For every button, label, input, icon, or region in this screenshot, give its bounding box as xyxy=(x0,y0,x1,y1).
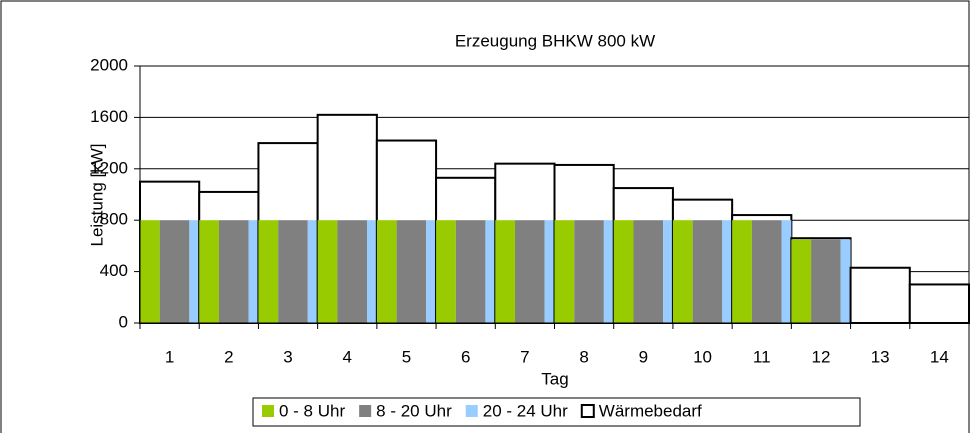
legend-swatch xyxy=(262,405,274,417)
y-tick-label: 800 xyxy=(100,210,128,229)
y-tick-label: 1600 xyxy=(90,107,128,126)
x-tick-label: 14 xyxy=(930,347,949,366)
bar xyxy=(781,220,792,323)
bar xyxy=(278,220,308,323)
bar xyxy=(554,220,575,323)
legend-swatch xyxy=(580,404,595,418)
x-tick-label: 3 xyxy=(283,347,292,366)
bar xyxy=(849,266,911,324)
x-tick-label: 10 xyxy=(693,347,712,366)
x-tick-label: 2 xyxy=(224,347,233,366)
bar xyxy=(436,220,456,323)
y-tick-label: 2000 xyxy=(90,55,128,74)
x-tick-label: 9 xyxy=(639,347,648,366)
x-tick-label: 8 xyxy=(579,347,588,366)
bar xyxy=(485,220,496,323)
bar xyxy=(751,220,782,323)
x-tick-label: 12 xyxy=(812,347,831,366)
bar xyxy=(633,220,664,323)
bar xyxy=(574,220,604,323)
bar xyxy=(199,220,219,323)
y-axis-label: Leistung [kW] xyxy=(87,144,106,247)
bar xyxy=(811,239,841,323)
x-tick-label: 1 xyxy=(165,347,174,366)
bar xyxy=(426,220,437,323)
bar xyxy=(396,220,427,323)
bar xyxy=(495,220,516,323)
bar xyxy=(722,220,733,323)
bar xyxy=(317,220,338,323)
bar xyxy=(140,220,160,323)
bar xyxy=(455,220,486,323)
bar xyxy=(732,220,752,323)
bar xyxy=(258,220,279,323)
legend-swatch xyxy=(359,405,372,417)
x-axis-label: Tag xyxy=(541,369,568,388)
x-tick-label: 5 xyxy=(402,347,411,366)
bar xyxy=(613,220,634,323)
bar xyxy=(218,220,249,323)
bar xyxy=(692,220,723,323)
bar xyxy=(307,220,318,323)
x-tick-label: 7 xyxy=(520,347,529,366)
chart-title: Erzeugung BHKW 800 kW xyxy=(455,31,655,50)
legend-label: 0 - 8 Uhr xyxy=(279,401,345,420)
bar xyxy=(603,220,614,323)
legend-label: 8 - 20 Uhr xyxy=(376,401,452,420)
bar xyxy=(366,220,377,323)
bar xyxy=(672,220,693,323)
bar xyxy=(840,239,851,323)
bar xyxy=(663,220,673,323)
x-tick-label: 4 xyxy=(343,347,352,366)
bar xyxy=(908,283,970,325)
bar xyxy=(791,239,812,323)
legend-label: 20 - 24 Uhr xyxy=(483,401,568,420)
bar xyxy=(544,220,555,323)
y-tick-label: 400 xyxy=(100,261,128,280)
legend-box xyxy=(252,397,861,427)
x-tick-label: 11 xyxy=(753,347,771,366)
bar xyxy=(337,220,367,323)
x-tick-label: 6 xyxy=(461,347,470,366)
bar xyxy=(376,220,397,323)
bar xyxy=(248,220,259,323)
legend-swatch xyxy=(465,405,478,417)
bar xyxy=(189,220,200,323)
y-tick-label: 0 xyxy=(119,312,128,331)
x-tick-label: 13 xyxy=(871,347,890,366)
legend-label: Wärmebedarf xyxy=(599,401,702,420)
bar xyxy=(515,220,545,323)
y-tick-label: 1200 xyxy=(90,158,128,177)
bar xyxy=(159,220,190,323)
